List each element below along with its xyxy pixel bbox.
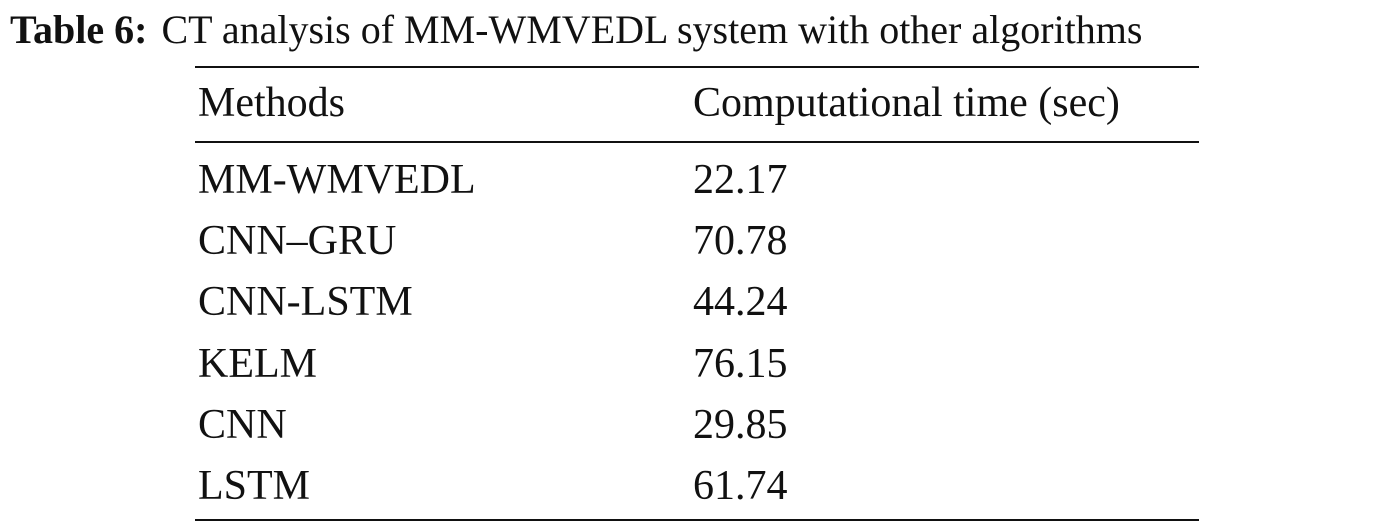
method-cell: CNN–GRU xyxy=(198,218,397,265)
header-cell: Methods xyxy=(198,80,345,126)
method-cell: MM-WMVEDL xyxy=(198,157,476,203)
caption-label: Table 6: xyxy=(10,7,148,52)
time-cell: 76.15 xyxy=(693,340,788,387)
method-cell: KELM xyxy=(198,340,317,387)
time-cell: 29.85 xyxy=(693,401,788,448)
time-cell: 44.24 xyxy=(693,279,788,326)
method-cell: LSTM xyxy=(198,463,311,509)
caption-text: CT analysis of MM-WMVEDL system with oth… xyxy=(161,7,1143,52)
top-rule xyxy=(195,66,1199,68)
bottom-rule xyxy=(195,519,1199,521)
time-cell: 61.74 xyxy=(693,463,788,509)
header-rule xyxy=(195,141,1199,143)
time-cell: 70.78 xyxy=(693,218,788,265)
header-cell: Computational time (sec) xyxy=(693,80,1120,126)
method-cell: CNN xyxy=(198,401,287,448)
method-cell: CNN-LSTM xyxy=(198,279,413,326)
time-cell: 22.17 xyxy=(693,157,788,203)
table-caption: Table 6: CT analysis of MM-WMVEDL system … xyxy=(10,6,1142,53)
